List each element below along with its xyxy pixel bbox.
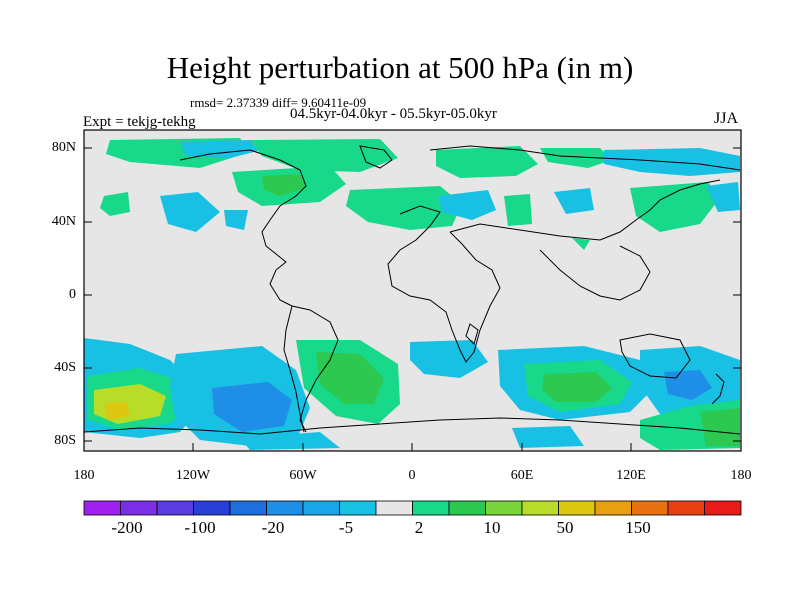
x-tick-label: 120W (175, 468, 211, 483)
x-tick-label: 60W (289, 468, 317, 483)
contour-patch (542, 372, 612, 402)
period-text: 04.5kyr-04.0kyr - 05.5kyr-05.0kyr (290, 106, 497, 122)
madagascar-coast (465, 323, 479, 345)
x-tick-label: 180 (730, 468, 752, 483)
colorbar-swatch (266, 500, 304, 516)
contour-patch (212, 382, 292, 432)
y-tick-label: 40S (54, 360, 76, 375)
contour-patch (504, 194, 532, 226)
colorbar-swatch (83, 500, 121, 516)
north-america-coast (179, 149, 307, 307)
contour-patch (706, 182, 740, 212)
y-tick-label: 80N (51, 140, 76, 155)
map-title: Height perturbation at 500 hPa (in m) (166, 50, 634, 85)
colorbar-swatch (339, 500, 377, 516)
contour-patch (262, 174, 306, 196)
contour-patch (240, 432, 340, 450)
colorbar-label: 2 (414, 518, 424, 537)
contour-patch (410, 340, 488, 378)
contour-patch (554, 188, 594, 214)
arctic-coast (429, 145, 741, 171)
contour-patch (436, 146, 538, 178)
colorbar-swatch (375, 500, 413, 516)
contour-patch (630, 182, 720, 232)
contour-patch (512, 426, 584, 448)
new-zealand-coast (711, 373, 725, 405)
colorbar-swatch (229, 500, 267, 516)
colorbar-swatch (120, 500, 158, 516)
season-label: JJA (714, 110, 739, 127)
africa-coast (387, 205, 501, 363)
contour-patch (180, 140, 262, 158)
colorbar-swatch (448, 500, 486, 516)
colorbar-swatch (594, 500, 632, 516)
contour-patch (160, 192, 220, 232)
contour-patch (316, 352, 384, 404)
contour-patch (540, 148, 612, 168)
colorbar-swatch (193, 500, 231, 516)
colorbar-swatch (485, 500, 523, 516)
colorbar-swatch (558, 500, 596, 516)
colorbar (83, 500, 742, 516)
south-asia-coast (539, 245, 651, 301)
colorbar-swatch (156, 500, 194, 516)
south-america-coast (291, 305, 339, 433)
y-tick-label: 80S (54, 433, 76, 448)
contour-patch (224, 210, 248, 230)
contour-patch (572, 238, 590, 250)
x-tick-label: 120E (616, 468, 646, 483)
coastlines (83, 145, 741, 435)
colorbar-label: 10 (483, 518, 501, 537)
colorbar-label: -200 (111, 518, 143, 537)
contour-patch (346, 186, 462, 230)
x-tick-label: 0 (408, 468, 416, 483)
colorbar-swatch (631, 500, 669, 516)
contour-fields (84, 138, 740, 450)
south-america-west-coast (283, 305, 305, 433)
colorbar-swatch (704, 500, 742, 516)
stats-text: rmsd= 2.37339 diff= 9.60411e-09 (190, 95, 367, 110)
australia-coast (619, 333, 691, 379)
colorbar-label: -100 (184, 518, 216, 537)
colorbar-swatch (302, 500, 340, 516)
axis-ticks (83, 147, 742, 451)
contour-patch (700, 408, 740, 446)
greenland-coast (359, 145, 393, 169)
colorbar-label: -20 (261, 518, 285, 537)
experiment-label: Expt = tekjg-tekhg (83, 114, 196, 130)
x-tick-label: 180 (73, 468, 95, 483)
colorbar-label: 50 (556, 518, 574, 537)
contour-patch (438, 190, 496, 220)
colorbar-swatch (667, 500, 705, 516)
antarctica-coast (83, 417, 741, 435)
y-tick-label: 40N (51, 214, 76, 229)
x-tick-label: 60E (510, 468, 534, 483)
colorbar-label: 150 (625, 518, 651, 537)
colorbar-swatch (412, 500, 450, 516)
contour-patch (104, 402, 130, 420)
y-tick-label: 0 (69, 287, 76, 302)
asia-coast (449, 179, 721, 241)
contour-patch (100, 192, 130, 216)
colorbar-label: -5 (338, 518, 354, 537)
colorbar-swatch (521, 500, 559, 516)
